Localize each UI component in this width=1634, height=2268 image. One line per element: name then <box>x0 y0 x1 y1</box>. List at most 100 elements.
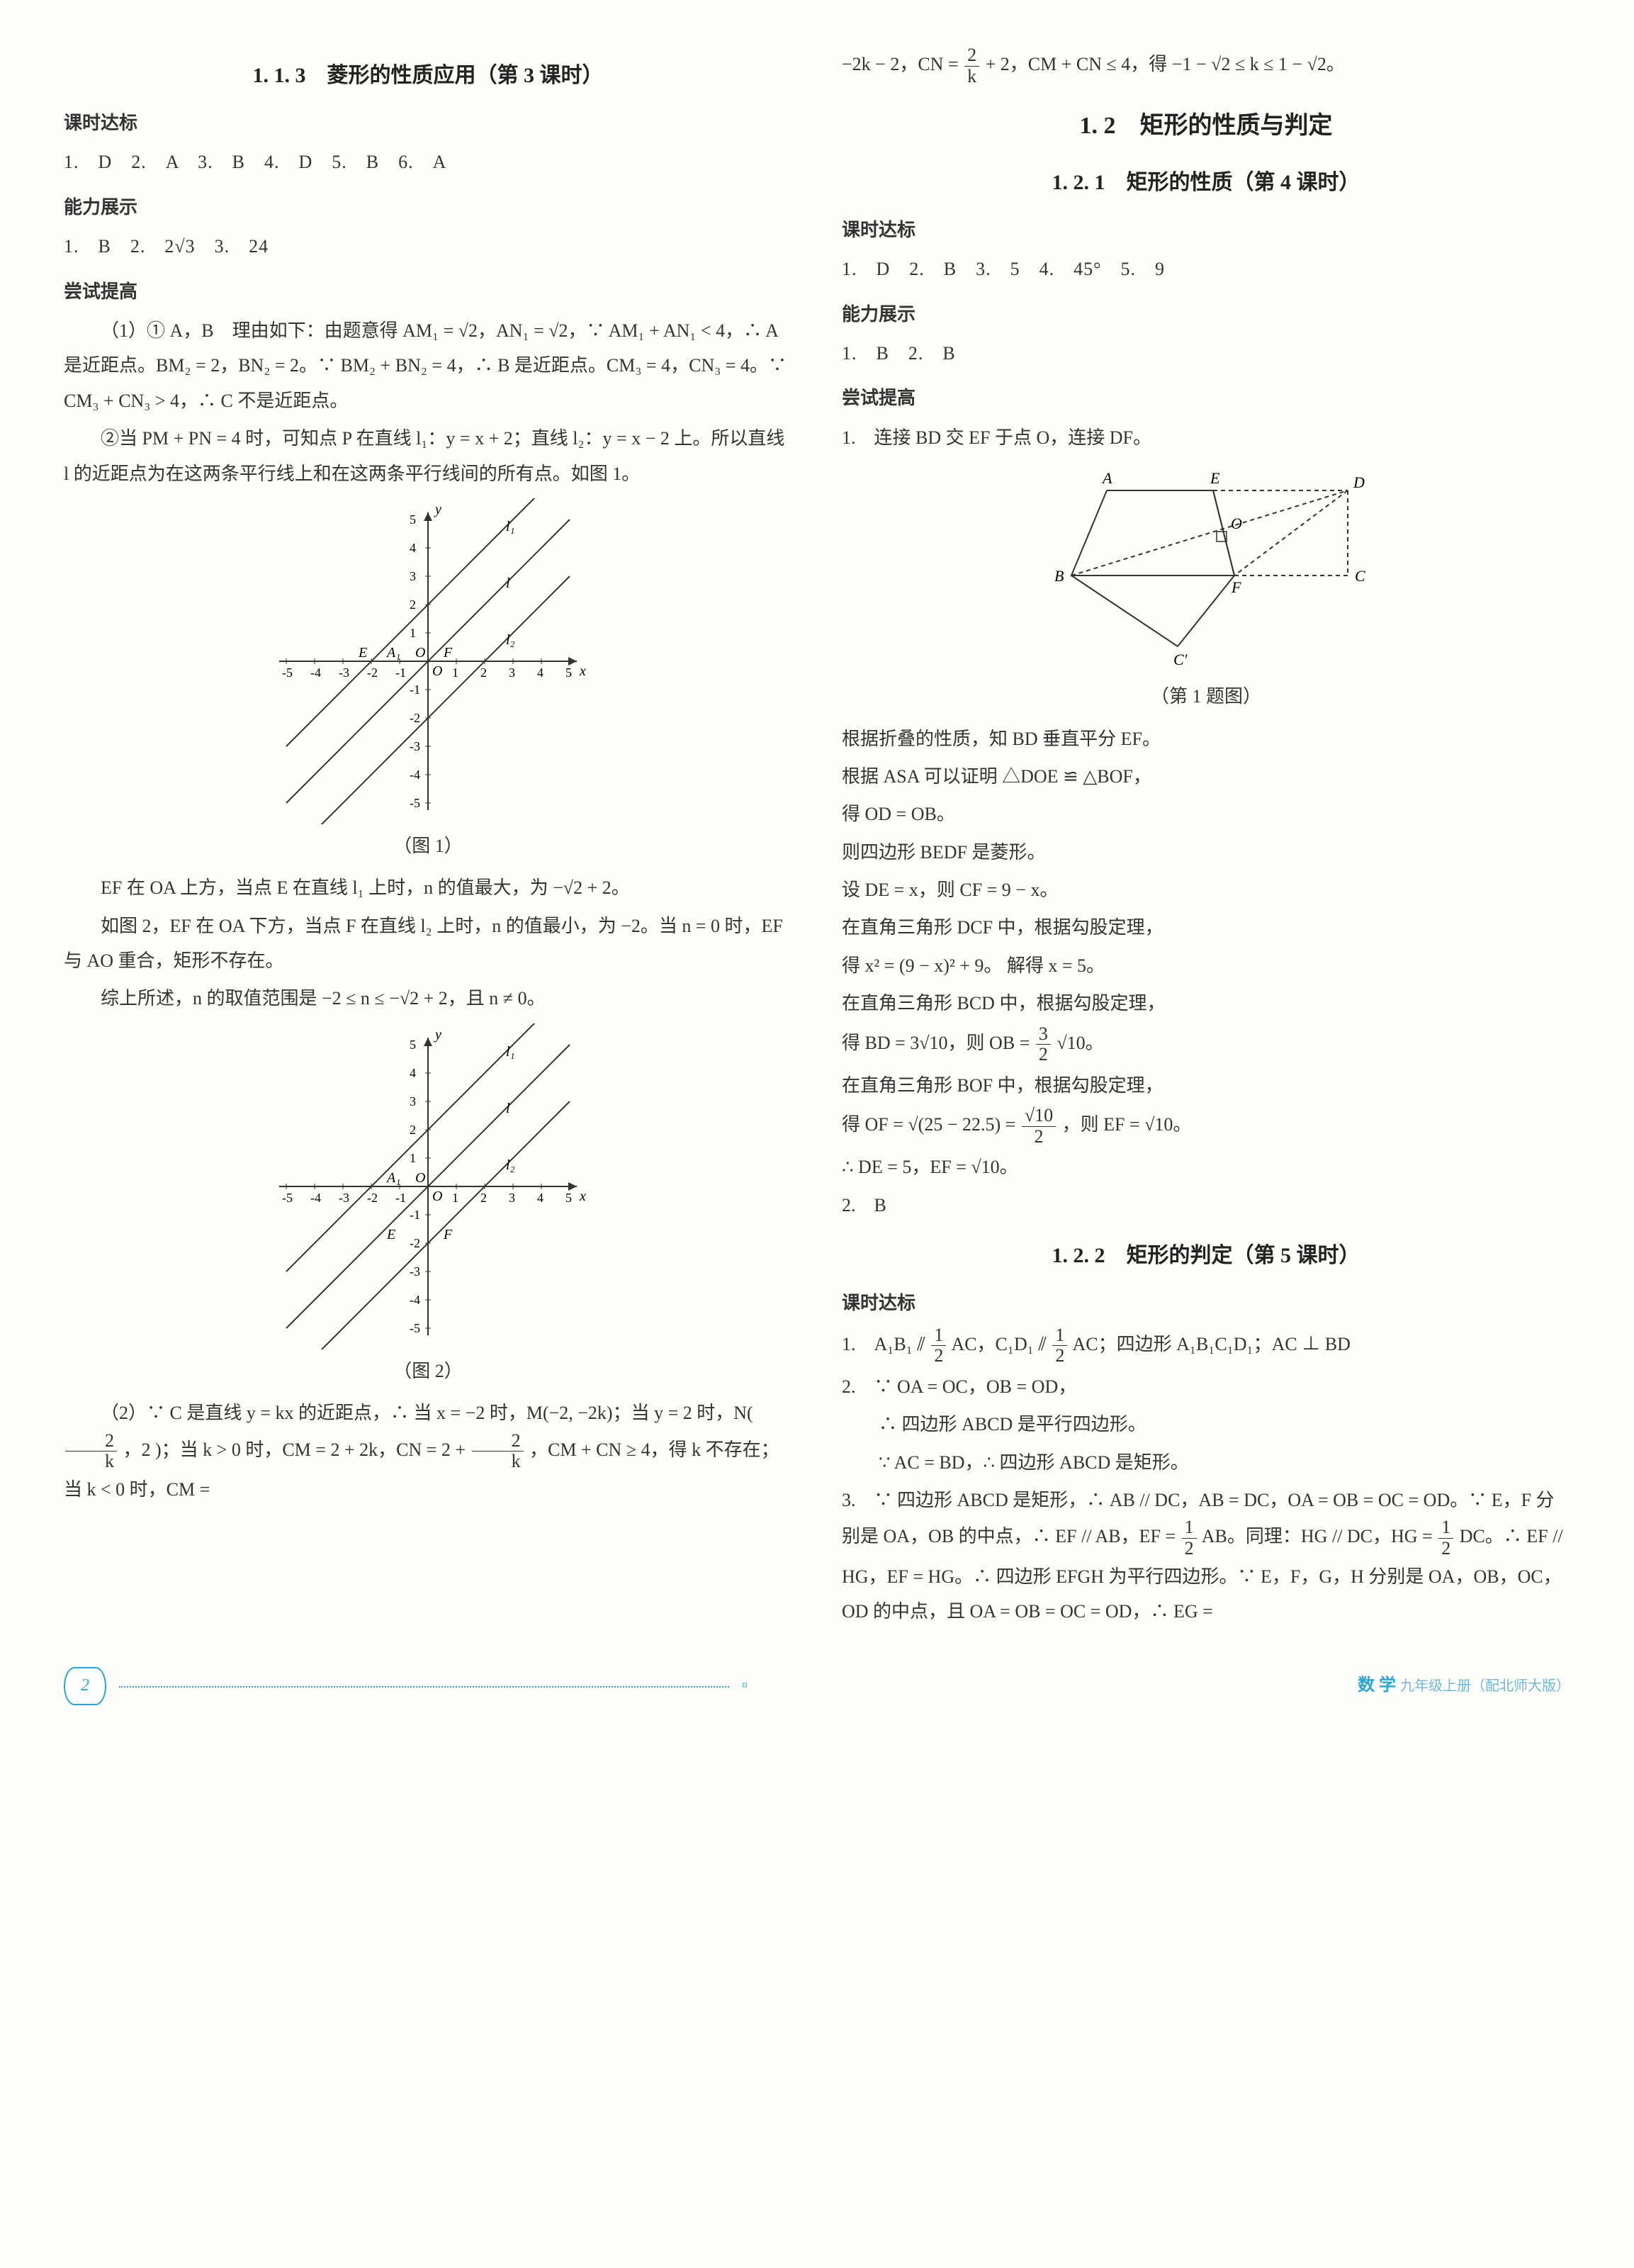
frac-2-k-2: 2k <box>472 1431 524 1472</box>
svg-text:3: 3 <box>410 1094 416 1108</box>
svg-text:5: 5 <box>565 666 572 680</box>
para-r-8: 得 x² = (9 − x)² + 9。 解得 x = 5。 <box>842 948 1570 983</box>
subhead-cstg: 尝试提高 <box>64 274 792 309</box>
q3b: AB。同理：HG // DC，HG = <box>1202 1526 1437 1546</box>
svg-text:l₂: l₂ <box>506 632 515 648</box>
right-topline: −2k − 2，CN = 2k + 2，CM + CN ≤ 4，得 −1 − √… <box>842 45 1570 86</box>
svg-text:y: y <box>434 1027 441 1043</box>
svg-text:A: A <box>1101 469 1112 487</box>
svg-text:-5: -5 <box>282 666 293 680</box>
heading-1-2-1: 1. 2. 1 矩形的性质（第 4 课时） <box>842 162 1570 203</box>
svg-text:x: x <box>579 1189 586 1204</box>
svg-text:O: O <box>1231 515 1242 532</box>
svg-text:-3: -3 <box>339 666 349 680</box>
svg-text:-2: -2 <box>367 1191 378 1205</box>
ksdb-answers-r: 1. D 2. B 3. 5 4. 45° 5. 9 <box>842 252 1570 286</box>
svg-text:2: 2 <box>480 1191 487 1205</box>
left-column: 1. 1. 3 菱形的性质应用（第 3 课时） 课时达标 1. D 2. A 3… <box>64 43 792 1632</box>
subhead-ksdb2: 课时达标 <box>842 1286 1570 1320</box>
p10b: √10。 <box>1057 1033 1103 1053</box>
svg-text:3: 3 <box>509 1191 515 1205</box>
p6b: ，2 )；当 k > 0 时，CM = 2 + 2k，CN = 2 + <box>123 1439 471 1460</box>
nlzs-answers-r: 1. B 2. B <box>842 336 1570 371</box>
para-r-4: 得 OD = OB。 <box>842 797 1570 831</box>
para-r-12: 得 OF = √(25 − 22.5) = √102 ，则 EF = √10。 <box>842 1106 1570 1147</box>
figure-2: xy-5-4-3-2-112345-5-4-3-2-112345Ol₁ll₂A₁… <box>64 1023 792 1349</box>
heading-1-2-2: 1. 2. 2 矩形的判定（第 5 课时） <box>842 1235 1570 1276</box>
para-r-6: 设 DE = x，则 CF = 9 − x。 <box>842 872 1570 907</box>
footer-square-icon: ▫ <box>742 1670 748 1702</box>
svg-text:-4: -4 <box>310 1191 321 1205</box>
p10a: 得 BD = 3√10，则 OB = <box>842 1033 1035 1053</box>
svg-text:-2: -2 <box>410 711 420 725</box>
figure-q1-caption: （第 1 题图） <box>842 679 1570 714</box>
svg-text:-1: -1 <box>410 683 420 697</box>
para-left-5: 综上所述，n 的取值范围是 −2 ≤ n ≤ −√2 + 2，且 n ≠ 0。 <box>64 981 792 1016</box>
svg-text:F: F <box>1231 578 1241 596</box>
svg-text:-5: -5 <box>410 1321 420 1335</box>
topline-a: −2k − 2，CN = <box>842 54 963 74</box>
nlzs-answers: 1. B 2. 2√3 3. 24 <box>64 229 792 264</box>
svg-text:-3: -3 <box>339 1191 349 1205</box>
svg-text:O: O <box>432 663 442 679</box>
figure-1: xy-5-4-3-2-112345-5-4-3-2-112345Ol₁ll₂EA… <box>64 498 792 824</box>
svg-text:F: F <box>443 645 453 661</box>
heading-1-2: 1. 2 矩形的性质与判定 <box>842 103 1570 150</box>
para-r-5: 则四边形 BEDF 是菱形。 <box>842 835 1570 870</box>
para-r-10: 得 BD = 3√10，则 OB = 32 √10。 <box>842 1024 1570 1065</box>
para-left-1: （1）① A，B 理由如下：由题意得 AM₁ = √2，AN₁ = √2，∵ A… <box>64 313 792 418</box>
footer-subject: 数 学 九年级上册（配北师大版） <box>1358 1670 1570 1702</box>
subhead-ksdb: 课时达标 <box>64 106 792 140</box>
svg-text:-1: -1 <box>395 1191 406 1205</box>
frac-2-k-1: 2k <box>65 1431 117 1472</box>
page-footer: 2 ▫ 数 学 九年级上册（配北师大版） <box>64 1667 1570 1705</box>
svg-text:-4: -4 <box>410 768 420 782</box>
subhead-cstg-r: 尝试提高 <box>842 381 1570 415</box>
svg-text:5: 5 <box>410 1038 416 1052</box>
svg-text:-2: -2 <box>410 1236 420 1250</box>
para-r-13: ∴ DE = 5，EF = √10。 <box>842 1150 1570 1184</box>
frac-1-2-c: 12 <box>1182 1517 1197 1559</box>
svg-text:1: 1 <box>452 666 458 680</box>
svg-text:5: 5 <box>410 512 416 527</box>
svg-text:A₁: A₁ <box>385 645 400 661</box>
svg-text:-5: -5 <box>282 1191 293 1205</box>
svg-text:2: 2 <box>410 1123 416 1137</box>
para-r-9: 在直角三角形 BCD 中，根据勾股定理， <box>842 986 1570 1021</box>
q1: 1. A₁B₁ ⫽ 12 AC，C₁D₁ ⫽ 12 AC；四边形 A₁B₁C₁D… <box>842 1325 1570 1366</box>
frac-1-2-b: 12 <box>1052 1325 1067 1366</box>
svg-text:C: C <box>1355 567 1365 585</box>
svg-text:y: y <box>434 502 441 517</box>
svg-text:-3: -3 <box>410 739 420 753</box>
q2b: ∴ 四边形 ABCD 是平行四边形。 <box>842 1407 1570 1442</box>
right-column: −2k − 2，CN = 2k + 2，CM + CN ≤ 4，得 −1 − √… <box>842 43 1570 1632</box>
para-r-7: 在直角三角形 DCF 中，根据勾股定理， <box>842 910 1570 945</box>
para-left-6: （2）∵ C 是直线 y = kx 的近距点，∴ 当 x = −2 时，M(−2… <box>64 1396 792 1507</box>
svg-text:x: x <box>579 663 586 679</box>
svg-text:O: O <box>415 1170 425 1186</box>
ksdb-answers: 1. D 2. A 3. B 4. D 5. B 6. A <box>64 145 792 179</box>
para-r-3: 根据 ASA 可以证明 △DOE ≌ △BOF， <box>842 759 1570 794</box>
svg-text:-2: -2 <box>367 666 378 680</box>
svg-text:-5: -5 <box>410 796 420 810</box>
subhead-ksdb-r: 课时达标 <box>842 213 1570 247</box>
svg-text:3: 3 <box>509 666 515 680</box>
frac-sqrt10-2: √102 <box>1022 1106 1056 1147</box>
svg-text:D: D <box>1353 473 1365 491</box>
page-number: 2 <box>64 1667 106 1705</box>
svg-text:F: F <box>443 1227 453 1242</box>
para-r-14: 2. B <box>842 1188 1570 1223</box>
svg-text:l₁: l₁ <box>506 1044 515 1060</box>
svg-text:1: 1 <box>410 1151 416 1165</box>
svg-text:l₂: l₂ <box>506 1157 515 1173</box>
svg-text:E: E <box>386 1227 395 1242</box>
frac-3-2: 32 <box>1036 1024 1051 1065</box>
p12b: ，则 EF = √10。 <box>1062 1114 1192 1135</box>
svg-text:l₁: l₁ <box>506 519 515 534</box>
footer-dots <box>119 1685 729 1688</box>
svg-text:E: E <box>358 645 367 661</box>
svg-text:4: 4 <box>410 541 416 555</box>
svg-text:3: 3 <box>410 569 416 583</box>
frac-2-k-3: 2k <box>964 45 979 86</box>
svg-text:O: O <box>415 645 425 661</box>
